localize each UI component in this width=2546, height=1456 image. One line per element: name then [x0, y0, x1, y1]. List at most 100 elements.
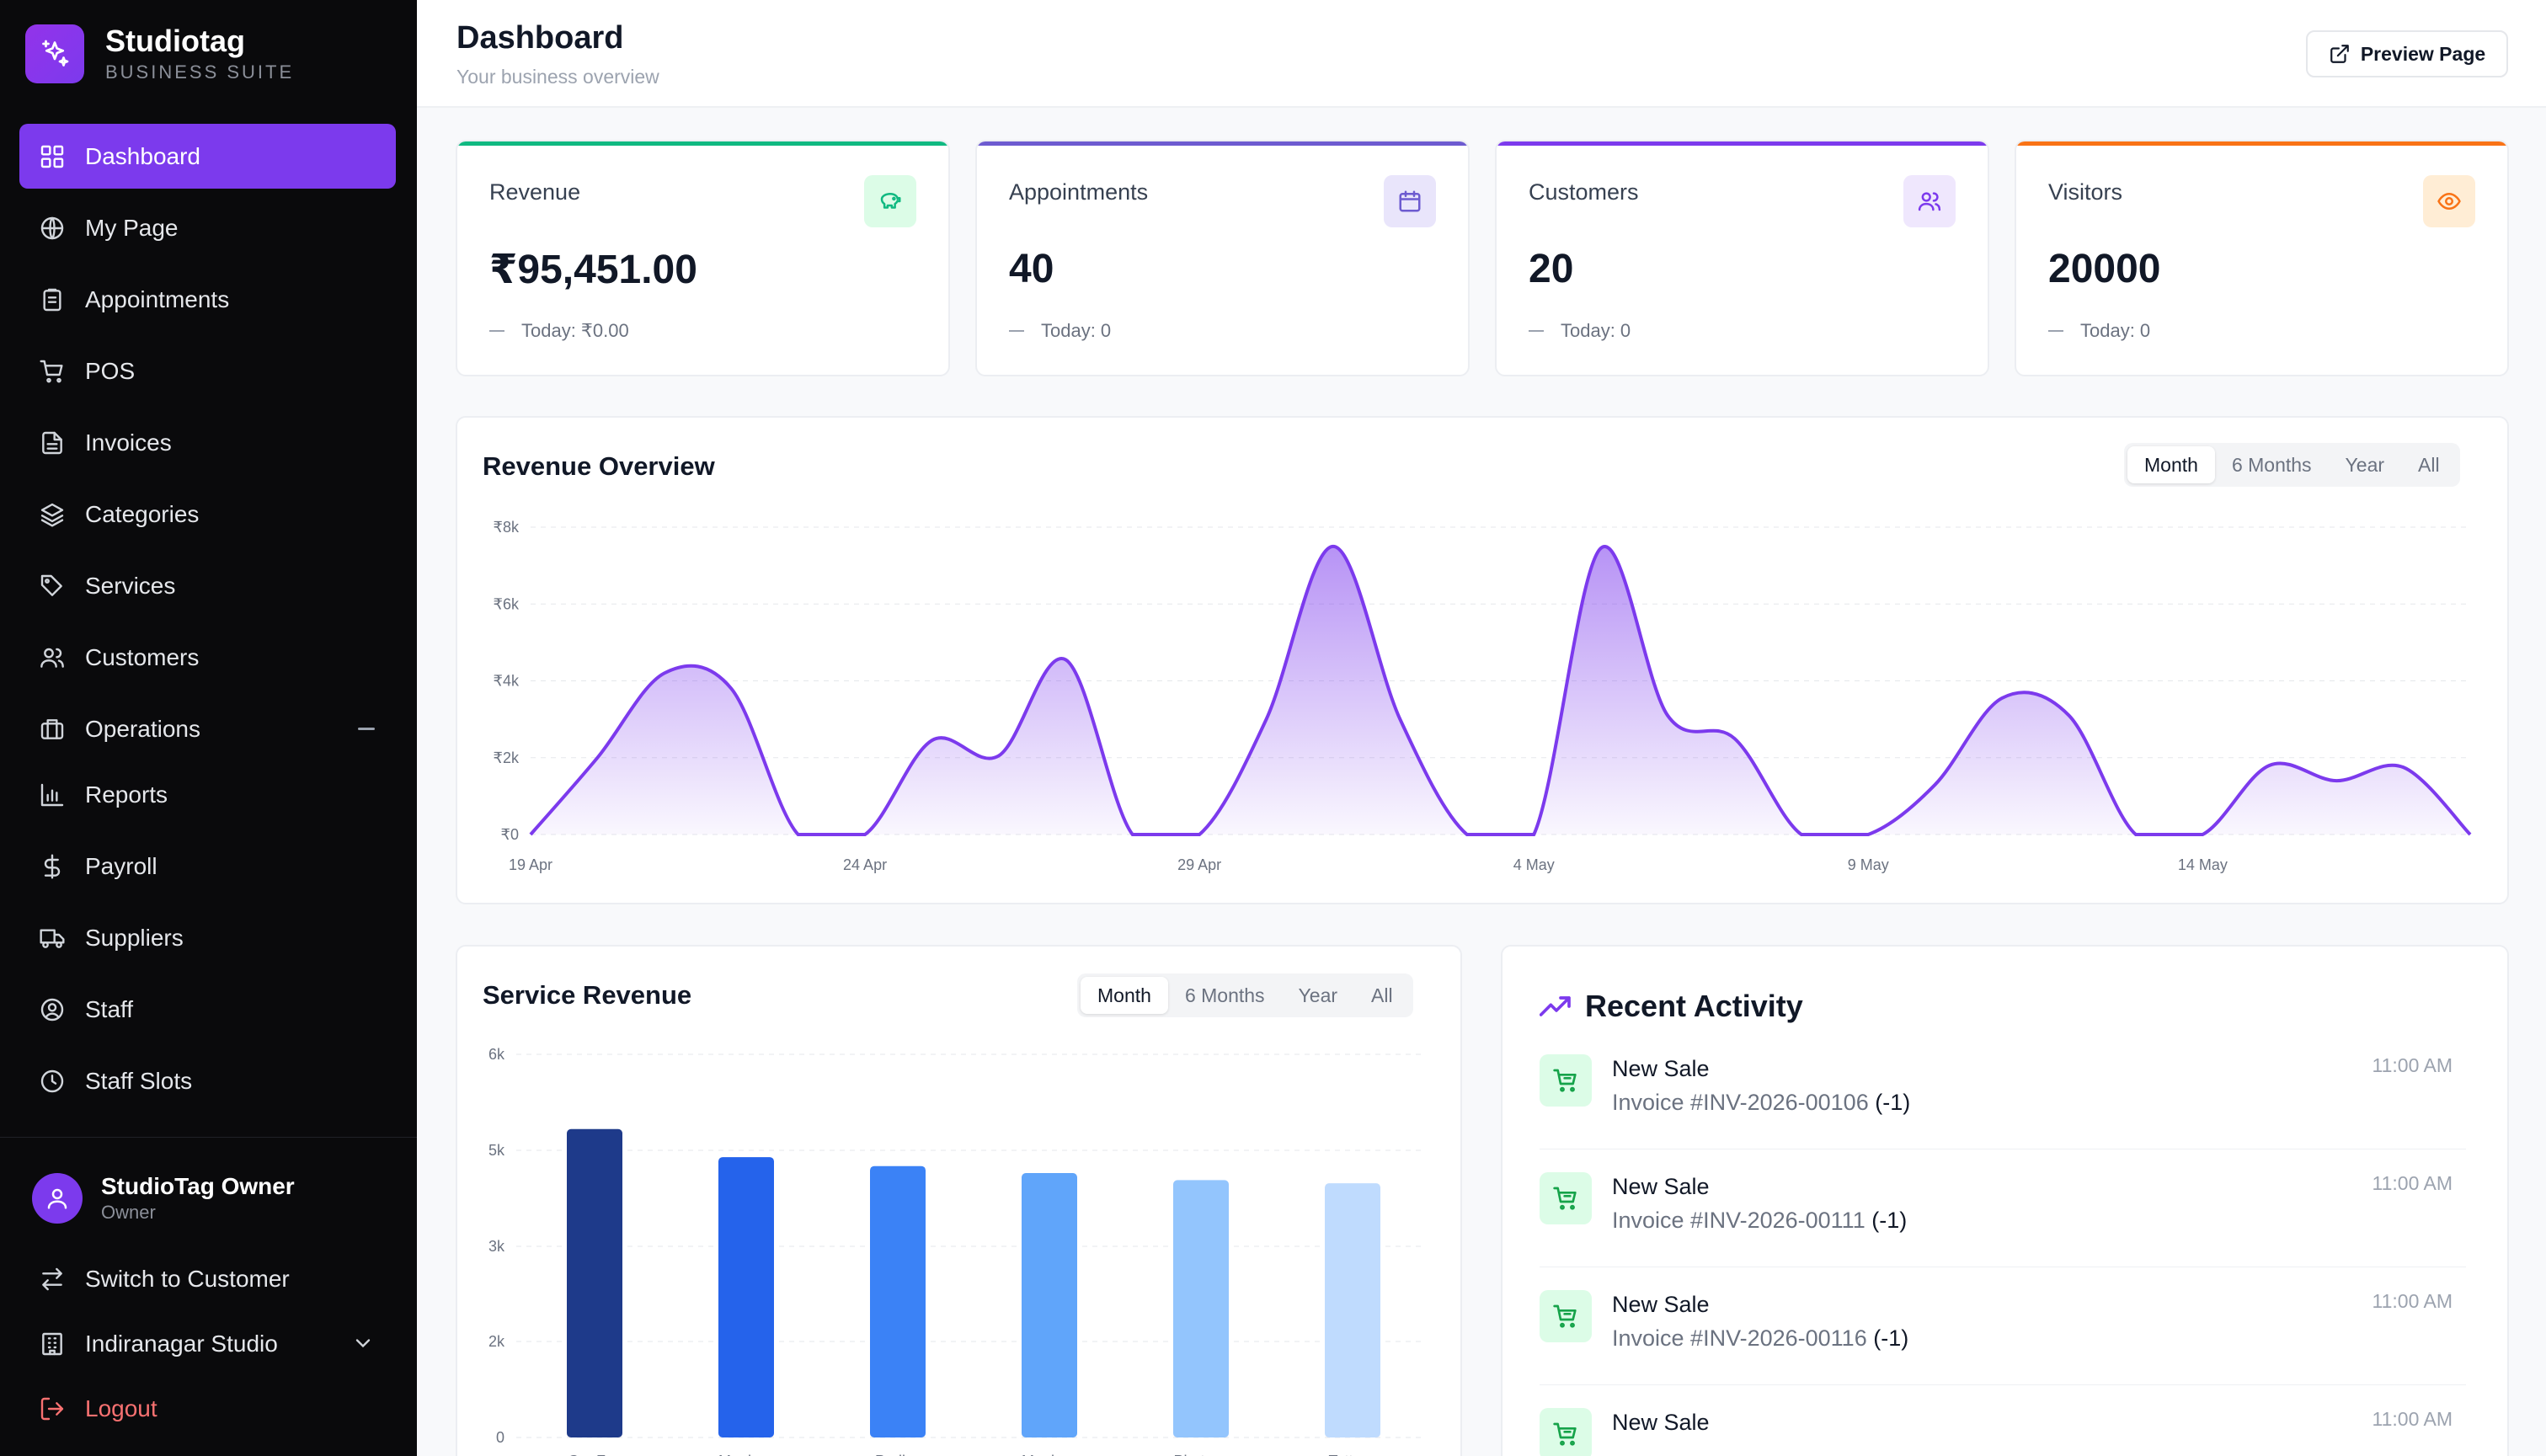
revenue-point[interactable]	[1659, 707, 1676, 724]
service-revenue-title: Service Revenue	[483, 980, 692, 1010]
service-bar[interactable]	[567, 1128, 622, 1437]
y-tick-label: 3k	[488, 1238, 505, 1255]
revenue-point[interactable]	[2061, 707, 2078, 724]
users-icon	[38, 643, 67, 672]
revenue-point[interactable]	[522, 826, 539, 843]
logout-button[interactable]: Logout	[19, 1376, 396, 1441]
y-tick-label: 0	[496, 1429, 504, 1446]
revenue-point[interactable]	[1793, 826, 1810, 843]
revenue-point[interactable]	[1325, 538, 1342, 555]
activity-qty: (-1)	[1873, 1325, 1909, 1351]
revenue-point[interactable]	[589, 749, 606, 766]
sidebar-item-dashboard[interactable]: Dashboard	[19, 124, 396, 189]
sidebar-item-payroll[interactable]: Payroll	[19, 834, 396, 899]
revenue-point[interactable]	[1124, 826, 1141, 843]
x-tick-label: Pedi…	[875, 1453, 921, 1456]
revenue-point[interactable]	[1459, 826, 1476, 843]
stat-label: Appointments	[1009, 179, 1149, 205]
service-bar[interactable]	[1325, 1183, 1380, 1437]
shopping-cart-icon	[1540, 1408, 1592, 1456]
revenue-point[interactable]	[790, 826, 807, 843]
service-bar[interactable]	[1022, 1173, 1077, 1437]
activity-item[interactable]: New Sale Invoice #INV-2026-00106 (-1) 11:0…	[1540, 1054, 2466, 1155]
activity-name: New Sale	[1612, 1174, 1710, 1199]
sidebar-item-label: Invoices	[85, 429, 172, 456]
revenue-point[interactable]	[1726, 730, 1743, 747]
stat-today: Today: 0	[1009, 320, 1111, 342]
revenue-point[interactable]	[1057, 651, 1074, 668]
stat-accent-bar	[977, 141, 1468, 146]
studio-label: Indiranagar Studio	[85, 1330, 278, 1357]
brand[interactable]: Studiotag BUSINESS SUITE	[25, 24, 294, 84]
x-tick-label: Manic…	[718, 1453, 774, 1456]
shopping-cart-icon	[1540, 1054, 1592, 1107]
service-range-year[interactable]: Year	[1298, 984, 1338, 1006]
revenue-point[interactable]	[2328, 772, 2345, 789]
activity-item[interactable]: New Sale Invoice #INV-2026-00116 (-1) 11:0…	[1540, 1290, 2466, 1391]
cart-icon	[38, 357, 67, 386]
service-bar[interactable]	[1173, 1180, 1229, 1437]
revenue-overview-card: Revenue Overview Month 6 Months Year All ₹0…	[456, 416, 2509, 904]
revenue-point[interactable]	[1525, 826, 1542, 843]
activity-time: 11:00 AM	[2372, 1172, 2453, 1194]
revenue-point[interactable]	[857, 826, 873, 843]
sidebar-item-operations[interactable]: Operations	[19, 696, 396, 761]
revenue-point[interactable]	[1860, 826, 1876, 843]
x-tick-label: 9 May	[1848, 856, 1889, 873]
activity-invoice: Invoice #INV-2026-00111	[1612, 1208, 1865, 1233]
preview-page-button[interactable]: Preview Page	[2306, 30, 2508, 77]
user-profile[interactable]: StudioTag Owner Owner	[32, 1172, 295, 1224]
y-tick-label: 5k	[488, 1142, 505, 1159]
revenue-point[interactable]	[2395, 759, 2412, 776]
service-bar[interactable]	[718, 1157, 774, 1437]
revenue-point[interactable]	[1258, 711, 1275, 728]
sidebar-item-reports[interactable]: Reports	[19, 762, 396, 827]
sidebar-item-label: Customers	[85, 643, 200, 670]
revenue-range-year[interactable]: Year	[2345, 453, 2385, 476]
revenue-range-month[interactable]: Month	[2127, 446, 2215, 483]
revenue-point[interactable]	[1593, 540, 1609, 557]
service-range-6-months[interactable]: 6 Months	[1184, 984, 1265, 1006]
x-tick-label: Manic…	[1022, 1453, 1077, 1456]
switch-to-customer-button[interactable]: Switch to Customer	[19, 1246, 396, 1311]
service-range-month[interactable]: Month	[1081, 977, 1168, 1014]
revenue-point[interactable]	[1191, 826, 1208, 843]
sidebar-item-categories[interactable]: Categories	[19, 482, 396, 547]
revenue-point[interactable]	[923, 732, 940, 749]
sidebar-item-pos[interactable]: POS	[19, 339, 396, 403]
revenue-point[interactable]	[990, 747, 1007, 764]
revenue-point[interactable]	[656, 664, 673, 681]
user-name: StudioTag Owner	[101, 1173, 295, 1199]
sidebar-item-customers[interactable]: Customers	[19, 625, 396, 690]
sidebar-item-label: Services	[85, 572, 176, 599]
stat-label: Revenue	[489, 179, 581, 205]
sidebar-item-services[interactable]: Services	[19, 553, 396, 618]
sidebar-item-label: Suppliers	[85, 924, 184, 951]
eye-icon	[2423, 175, 2475, 227]
revenue-point[interactable]	[2462, 826, 2479, 843]
activity-item[interactable]: New Sale Invoice #INV-2026-00111 (-1) 11:0…	[1540, 1172, 2466, 1273]
sidebar-item-my-page[interactable]: My Page	[19, 195, 396, 260]
revenue-range-6-months[interactable]: 6 Months	[2231, 453, 2312, 476]
revenue-point[interactable]	[1391, 711, 1408, 728]
revenue-point[interactable]	[2261, 757, 2278, 774]
service-bar[interactable]	[870, 1165, 926, 1437]
sidebar-item-appointments[interactable]: Appointments	[19, 267, 396, 332]
studio-selector[interactable]: Indiranagar Studio	[19, 1311, 396, 1376]
sidebar-item-staff[interactable]: Staff	[19, 977, 396, 1042]
preview-label: Preview Page	[2360, 42, 2486, 65]
sidebar-item-invoices[interactable]: Invoices	[19, 410, 396, 475]
sidebar-item-suppliers[interactable]: Suppliers	[19, 905, 396, 970]
service-range-all[interactable]: All	[1371, 984, 1393, 1006]
activity-time: 11:00 AM	[2372, 1408, 2453, 1430]
logout-icon	[38, 1395, 67, 1423]
revenue-point[interactable]	[2127, 826, 2144, 843]
revenue-point[interactable]	[1927, 776, 1944, 793]
activity-item[interactable]: New Sale 11:00 AM	[1540, 1408, 2466, 1456]
neutral-trend-icon	[1529, 330, 1544, 332]
revenue-point[interactable]	[2194, 826, 2211, 843]
revenue-point[interactable]	[1994, 690, 2010, 707]
revenue-point[interactable]	[723, 680, 739, 697]
revenue-range-all[interactable]: All	[2418, 453, 2440, 476]
sidebar-item-staff-slots[interactable]: Staff Slots	[19, 1048, 396, 1113]
